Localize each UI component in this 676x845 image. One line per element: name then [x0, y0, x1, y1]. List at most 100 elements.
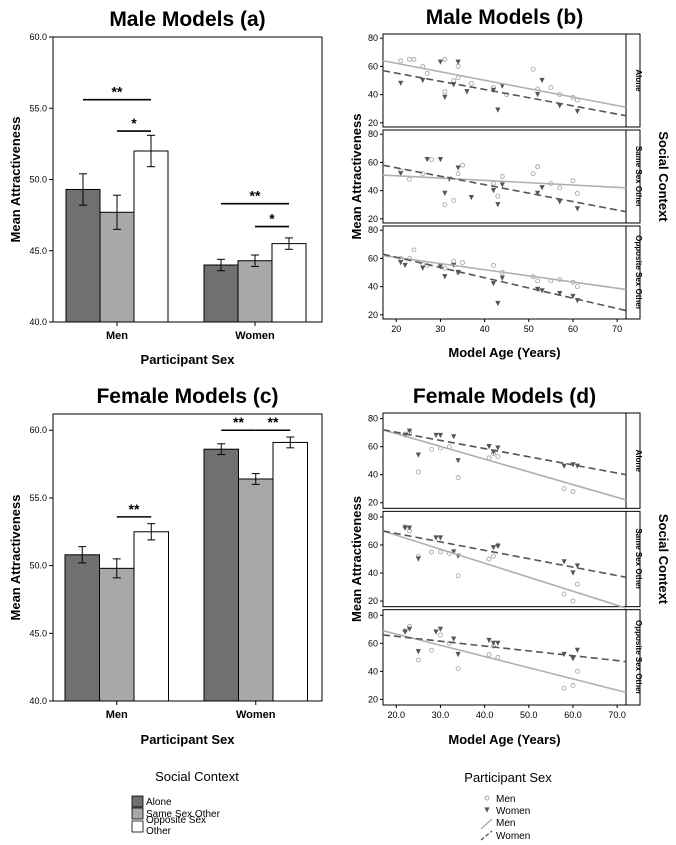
point-men [446, 640, 452, 646]
legend-swatch [131, 807, 144, 820]
facet-data [382, 428, 627, 501]
point-women [561, 559, 567, 565]
legend-label: Men [496, 818, 515, 829]
point-men [486, 652, 492, 657]
x-category-label: Women [235, 330, 275, 342]
point-women [437, 535, 444, 541]
point-women [451, 549, 457, 555]
y-tick-label: 40.0 [29, 696, 47, 706]
y-tick-label: 20 [368, 214, 378, 224]
point-women [437, 432, 444, 439]
point-women [557, 103, 563, 109]
point-women [557, 199, 563, 205]
point-women [433, 432, 439, 439]
legend-swatch [131, 820, 144, 833]
point-women [490, 281, 497, 287]
point-men [495, 193, 501, 199]
point-men [398, 58, 404, 64]
point-women [437, 59, 444, 65]
y-tick-label: 80 [368, 414, 378, 424]
legend-label: Men [496, 794, 515, 805]
point-men [407, 176, 412, 182]
x-tick-label: 70.0 [608, 710, 626, 720]
point-women [442, 190, 448, 197]
y-tick-label: 50.0 [29, 175, 47, 185]
point-women [574, 206, 580, 212]
point-men [442, 89, 448, 95]
x-tick-label: 40.0 [476, 710, 494, 720]
point-women [415, 556, 421, 562]
bar-alone [64, 554, 100, 702]
bar-opposite-sex-other [133, 531, 169, 702]
y-tick-label: 40 [368, 282, 378, 292]
legend-label-line: Opposite Sex [146, 815, 206, 826]
fit-line-women [382, 164, 627, 213]
point-men [455, 573, 461, 579]
bar-same-sex-other [238, 478, 274, 702]
x-axis-label: Participant Sex [141, 352, 236, 367]
point-men [499, 174, 505, 179]
point-men [455, 475, 461, 480]
y-tick-label: 40.0 [29, 317, 47, 327]
y-tick-label: 20 [368, 498, 378, 508]
legend-label-line: Other [146, 826, 172, 837]
fit-line-men [382, 629, 627, 694]
point-men [429, 447, 435, 452]
y-tick-label: 40 [368, 90, 378, 100]
point-women [398, 171, 404, 177]
legend-label: Women [496, 806, 530, 817]
point-women [402, 262, 408, 269]
point-men [574, 190, 580, 196]
bar-opposite-sex-other [133, 150, 169, 323]
point-women [570, 656, 576, 662]
point-women [486, 444, 492, 450]
point-men [570, 178, 576, 184]
significance-marker: ** [112, 84, 123, 100]
bar-opposite-sex-other [272, 441, 308, 702]
facet-strip-label: Same Sex Other [634, 528, 643, 589]
fit-line-women [382, 429, 627, 476]
x-tick-label: 20.0 [387, 710, 405, 720]
facet-data [382, 247, 627, 312]
y-tick-label: 60.0 [29, 32, 47, 42]
point-women [539, 288, 545, 294]
y-tick-label: 40 [368, 186, 378, 196]
point-men [442, 56, 448, 62]
point-women [574, 563, 580, 569]
facet-panel [382, 412, 627, 509]
point-women [495, 445, 501, 451]
legend-label: Same Sex Other [146, 809, 221, 820]
significance-marker: * [269, 211, 275, 227]
point-women [406, 626, 413, 632]
facet-panel [382, 33, 627, 128]
point-men [437, 632, 443, 638]
facet-strip-label: Opposite Sex Other [634, 235, 643, 310]
fit-line-women [382, 530, 627, 579]
x-tick-label: 40 [480, 324, 490, 334]
point-women [415, 452, 421, 458]
point-women [490, 187, 497, 194]
y-tick-label: 60.0 [29, 425, 47, 435]
legend-swatch [131, 795, 144, 808]
point-women [424, 156, 430, 163]
significance-marker: ** [129, 501, 140, 517]
point-men [561, 486, 567, 492]
chart-title: Male Models (b) [426, 6, 584, 29]
point-men [495, 454, 501, 459]
point-women [442, 274, 448, 280]
y-tick-label: 60 [368, 540, 378, 550]
point-women [433, 535, 439, 541]
point-men [415, 469, 421, 475]
point-men [411, 247, 417, 253]
point-women [451, 636, 457, 642]
point-men [429, 157, 435, 163]
point-women [495, 640, 501, 646]
x-tick-label: 30.0 [432, 710, 450, 720]
y-tick-label: 50.0 [29, 561, 47, 571]
facet-strip-label: Alone [634, 69, 643, 92]
y-tick-label: 40 [368, 568, 378, 578]
point-women [437, 156, 444, 163]
point-women [535, 190, 541, 197]
fit-line-men [382, 174, 627, 189]
